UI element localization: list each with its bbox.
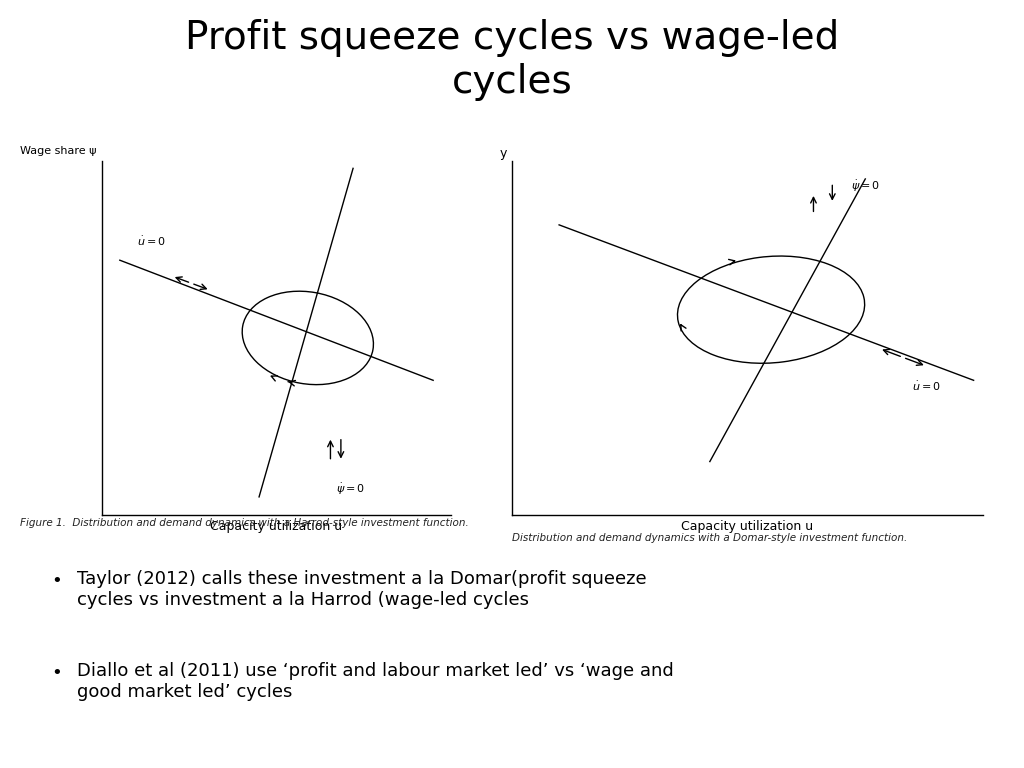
Text: •: • <box>51 664 61 682</box>
Text: $\dot{u} = 0$: $\dot{u} = 0$ <box>912 379 941 393</box>
Text: Distribution and demand dynamics with a Domar-style investment function.: Distribution and demand dynamics with a … <box>512 534 907 544</box>
Text: •: • <box>51 572 61 590</box>
Text: $\dot{u} = 0$: $\dot{u} = 0$ <box>137 235 166 248</box>
Text: Taylor (2012) calls these investment a la Domar(profit squeeze
cycles vs investm: Taylor (2012) calls these investment a l… <box>77 570 646 609</box>
Text: $\dot{\psi} = 0$: $\dot{\psi} = 0$ <box>336 482 365 498</box>
Text: Diallo et al (2011) use ‘profit and labour market led’ vs ‘wage and
good market : Diallo et al (2011) use ‘profit and labo… <box>77 662 674 701</box>
X-axis label: Capacity utilization u: Capacity utilization u <box>681 520 814 533</box>
Text: y: y <box>500 147 507 161</box>
X-axis label: Capacity utilization u: Capacity utilization u <box>210 520 343 533</box>
Text: $\dot{\psi} = 0$: $\dot{\psi} = 0$ <box>851 178 881 194</box>
Text: Profit squeeze cycles vs wage-led
cycles: Profit squeeze cycles vs wage-led cycles <box>185 19 839 101</box>
Text: Wage share ψ: Wage share ψ <box>20 146 97 156</box>
Text: Figure 1.  Distribution and demand dynamics with a Harrod-style investment funct: Figure 1. Distribution and demand dynami… <box>20 518 469 528</box>
